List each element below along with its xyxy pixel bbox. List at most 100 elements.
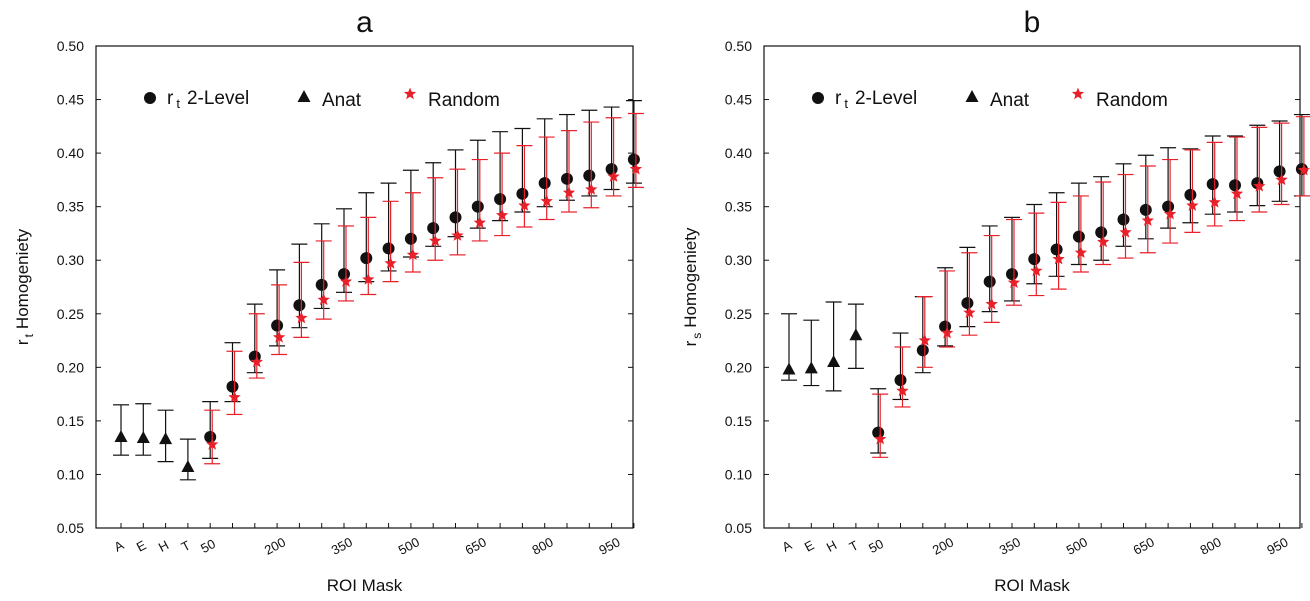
- x-tick-label: E: [802, 537, 817, 554]
- x-tick-label: 50: [866, 536, 886, 556]
- data-point: [494, 193, 507, 206]
- y-tick-label: 0.05: [725, 520, 752, 536]
- data-point: [339, 275, 353, 287]
- y-tick-label: 0.20: [725, 359, 752, 375]
- data-point: [561, 172, 573, 185]
- data-point: [206, 437, 219, 450]
- x-tick-label: E: [134, 537, 149, 554]
- data-point: [540, 194, 553, 207]
- x-tick-label: 650: [1131, 534, 1157, 557]
- legend-label: r t 2-Level: [835, 88, 917, 111]
- y-tick-label: 0.30: [57, 252, 84, 268]
- data-point: [293, 299, 306, 312]
- data-point: [1162, 200, 1175, 213]
- y-tick-label: 0.20: [57, 359, 84, 375]
- x-tick-label: T: [847, 538, 861, 555]
- data-point: [1273, 165, 1286, 178]
- data-point: [427, 222, 440, 235]
- series-random: [872, 116, 1310, 458]
- x-axis-label: ROI Mask: [327, 576, 403, 595]
- y-axis-label-sub: s: [690, 333, 704, 339]
- data-point: [362, 273, 375, 285]
- data-point: [404, 232, 417, 245]
- data-point: [471, 200, 484, 213]
- legend-marker-star: [1071, 87, 1085, 100]
- y-axis-label-rest: Homogeniety: [13, 228, 32, 329]
- y-tick-label: 0.45: [57, 92, 84, 108]
- x-tick-label: T: [179, 538, 193, 555]
- data-point: [916, 344, 929, 357]
- y-tick-label: 0.05: [57, 520, 84, 536]
- data-point: [562, 186, 576, 198]
- data-point: [1206, 178, 1219, 191]
- data-point: [1095, 226, 1108, 239]
- data-point: [1253, 179, 1266, 192]
- legend-label-main: r: [835, 88, 842, 109]
- data-point: [473, 216, 486, 228]
- data-point: [159, 432, 173, 445]
- data-point: [271, 319, 284, 332]
- data-point: [1097, 235, 1110, 248]
- x-tick-label: A: [780, 537, 795, 554]
- data-point: [1028, 253, 1041, 266]
- data-point: [896, 384, 909, 397]
- x-tick-label: H: [156, 537, 171, 555]
- data-point: [1030, 264, 1043, 277]
- x-tick-label: 50: [198, 536, 218, 556]
- y-axis-label-main: r: [13, 339, 32, 345]
- data-point: [961, 297, 974, 310]
- legend-label-sub: t: [176, 96, 180, 111]
- data-point: [1139, 203, 1152, 216]
- data-point: [429, 234, 442, 247]
- legend: r t 2-Level Anat Random: [812, 87, 1168, 111]
- data-point: [985, 297, 998, 310]
- data-point: [1007, 276, 1021, 288]
- panel-a: a 0.05 0.10 0.15 0.20 0.25 0.30 0.35 0.40 0.45 0.5…: [13, 6, 644, 595]
- legend-marker-star: [403, 87, 417, 100]
- data-point: [181, 459, 195, 472]
- legend-marker-triangle: [965, 90, 979, 102]
- data-point: [607, 170, 620, 182]
- data-point: [295, 311, 308, 324]
- data-point: [538, 177, 551, 190]
- data-point: [516, 187, 529, 200]
- x-tick-label: H: [824, 537, 839, 555]
- y-tick-label: 0.50: [57, 38, 84, 54]
- data-point: [1297, 163, 1310, 176]
- legend-label-rest: 2-Level: [855, 88, 917, 109]
- legend-label-sub: t: [844, 96, 848, 111]
- x-tick-label: 800: [1197, 534, 1223, 557]
- data-point: [983, 275, 996, 288]
- x-tick-label: A: [112, 537, 127, 554]
- data-point: [1006, 268, 1018, 281]
- data-point: [1072, 230, 1085, 243]
- data-point: [1052, 252, 1065, 265]
- data-point: [583, 169, 596, 182]
- data-point: [338, 268, 350, 281]
- data-point: [449, 211, 462, 224]
- legend-label: r t 2-Level: [167, 88, 249, 111]
- data-point: [228, 390, 241, 403]
- legend-label-main: r: [167, 88, 174, 109]
- data-point: [849, 328, 863, 341]
- legend-label: Random: [428, 90, 500, 111]
- data-point: [1119, 225, 1132, 238]
- x-tick-label: 350: [329, 534, 355, 557]
- data-point: [1184, 188, 1197, 201]
- data-point: [827, 354, 841, 367]
- data-point: [1050, 243, 1063, 256]
- y-tick-label: 0.10: [57, 466, 84, 482]
- y-axis-label: rs Homogeniety: [681, 227, 704, 346]
- y-tick-label: 0.45: [725, 92, 752, 108]
- legend: r t 2-Level Anat Random: [144, 87, 500, 111]
- data-point: [315, 278, 328, 291]
- data-point: [1275, 173, 1288, 186]
- y-tick-label: 0.35: [57, 199, 84, 215]
- y-tick-label: 0.35: [725, 199, 752, 215]
- data-point: [250, 355, 263, 368]
- legend-marker-circle: [144, 92, 156, 104]
- legend-label: Anat: [322, 90, 362, 111]
- y-tick-label: 0.15: [725, 413, 752, 429]
- data-point: [406, 248, 420, 261]
- data-point: [382, 242, 395, 255]
